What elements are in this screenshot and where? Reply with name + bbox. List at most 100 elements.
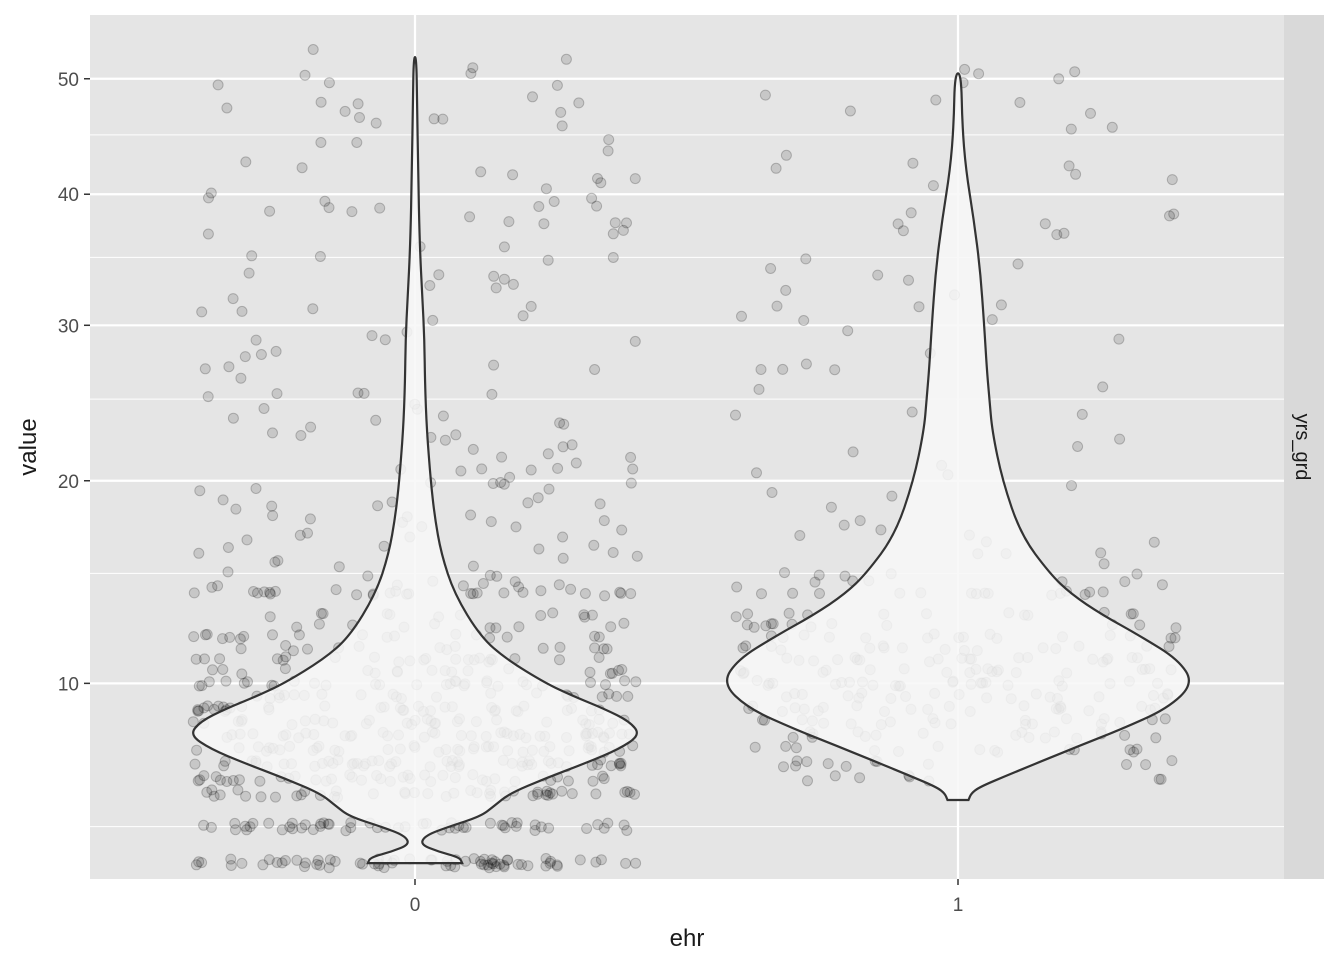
data-point: [522, 497, 534, 509]
data-point: [607, 547, 619, 558]
data-point: [477, 578, 489, 589]
data-point: [903, 274, 914, 286]
data-point: [374, 202, 386, 214]
data-point: [897, 225, 909, 237]
y-axis-title: value: [15, 418, 42, 475]
data-point: [196, 306, 208, 318]
data-point: [1131, 568, 1143, 580]
data-point: [202, 700, 214, 712]
data-point: [813, 569, 825, 581]
data-point: [498, 587, 510, 599]
data-point: [225, 853, 237, 865]
data-point: [886, 490, 898, 502]
data-point: [205, 187, 217, 199]
data-point: [307, 44, 319, 55]
data-point: [222, 566, 234, 578]
data-point: [467, 443, 479, 455]
data-point: [598, 822, 610, 834]
data-point: [1097, 586, 1109, 598]
data-point: [485, 516, 497, 528]
data-point: [501, 631, 513, 643]
data-point: [595, 854, 607, 866]
data-point: [777, 363, 789, 375]
data-point: [504, 471, 516, 483]
data-point: [513, 621, 525, 633]
data-point: [537, 642, 549, 654]
y-axis: 10 20 30 40 50: [58, 70, 90, 695]
data-point: [271, 388, 283, 400]
data-point: [596, 691, 608, 703]
data-point: [756, 588, 767, 600]
data-point: [927, 180, 939, 192]
data-point: [340, 825, 352, 837]
data-point: [615, 760, 627, 772]
data-point: [507, 169, 519, 181]
data-point: [267, 510, 279, 522]
data-point: [437, 410, 449, 422]
data-point: [545, 855, 557, 867]
data-point: [476, 463, 488, 475]
data-point: [512, 858, 524, 870]
data-point: [212, 700, 224, 712]
data-point: [625, 477, 637, 489]
data-point: [589, 630, 601, 642]
data-point: [329, 855, 341, 867]
data-point: [585, 677, 596, 688]
data-point: [351, 137, 363, 148]
data-point: [257, 859, 269, 871]
data-point: [552, 462, 564, 474]
data-point: [269, 585, 281, 597]
data-point: [314, 251, 326, 262]
data-point: [510, 521, 522, 533]
data-point: [352, 387, 364, 399]
data-point: [779, 567, 790, 579]
data-point: [194, 774, 206, 786]
data-point: [255, 349, 267, 360]
data-point: [1119, 729, 1131, 741]
y-tick-label: 50: [58, 70, 79, 91]
data-point: [560, 53, 572, 65]
data-point: [468, 853, 480, 865]
data-point: [488, 359, 500, 371]
data-point: [527, 91, 538, 103]
data-point: [192, 775, 204, 787]
data-point: [467, 62, 479, 74]
data-point: [234, 633, 246, 645]
data-point: [593, 631, 605, 643]
data-point: [532, 786, 544, 798]
data-point: [525, 464, 537, 476]
data-point: [766, 487, 778, 498]
data-point: [362, 570, 374, 582]
data-point: [541, 785, 553, 797]
data-point: [312, 854, 324, 866]
data-point: [517, 586, 529, 598]
data-point: [196, 680, 208, 692]
data-point: [558, 418, 570, 430]
data-point: [490, 282, 502, 294]
data-point: [892, 218, 904, 230]
data-point: [605, 621, 617, 633]
facet-strip: [1284, 15, 1324, 879]
data-point: [525, 300, 537, 312]
data-point: [1155, 773, 1167, 785]
data-point: [533, 543, 545, 555]
data-point: [263, 817, 275, 829]
data-point: [277, 654, 289, 666]
data-point: [556, 120, 568, 132]
data-point: [193, 705, 205, 717]
violin-1: [726, 72, 1190, 802]
data-point: [544, 857, 556, 869]
data-point: [780, 149, 792, 161]
data-point: [730, 409, 741, 421]
data-point: [1166, 174, 1178, 186]
data-point: [345, 822, 357, 834]
data-point: [235, 372, 247, 384]
data-point: [513, 581, 525, 593]
data-point: [787, 731, 799, 743]
data-point: [227, 412, 239, 424]
data-point: [602, 817, 614, 829]
data-point: [498, 861, 510, 873]
data-point: [202, 391, 214, 403]
data-point: [299, 861, 310, 873]
